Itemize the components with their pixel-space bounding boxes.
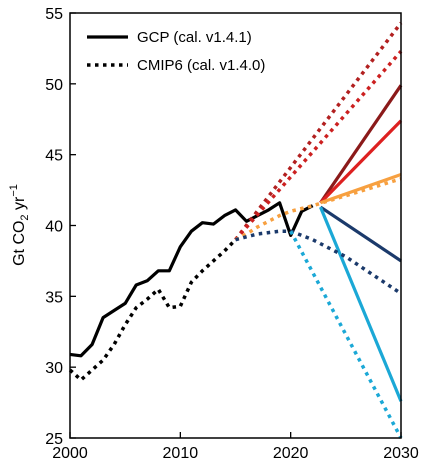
y-axis-label: Gt CO2 yr−1 (8, 184, 31, 266)
x-tick-label: 2030 (383, 445, 419, 462)
x-tick-label: 2020 (273, 445, 309, 462)
series-line-2 (319, 84, 403, 204)
y-tick-label: 55 (45, 6, 63, 23)
y-tick-label: 30 (45, 360, 63, 377)
legend-label-gcp: GCP (cal. v1.4.1) (137, 29, 252, 46)
series-line-8 (234, 50, 403, 241)
y-tick-label: 35 (45, 289, 63, 306)
y-tick-label: 25 (45, 431, 63, 448)
series-line-11 (289, 230, 403, 439)
series-layer (68, 21, 403, 439)
series-line-10 (235, 229, 402, 295)
y-tick-label: 45 (45, 148, 63, 165)
ticks-layer: 2000 2010 2020 2030 25 30 35 40 45 50 55 (45, 6, 419, 462)
y-tick-label: 50 (45, 77, 63, 94)
series-line-0 (69, 201, 314, 358)
legend: GCP (cal. v1.4.1) CMIP6 (cal. v1.4.0) (87, 29, 265, 74)
series-line-6 (319, 206, 403, 402)
x-tick-label: 2000 (52, 445, 88, 462)
y-tick-label: 40 (45, 219, 63, 236)
series-line-9 (234, 177, 402, 242)
legend-label-cmip6: CMIP6 (cal. v1.4.0) (137, 57, 265, 74)
series-line-1 (68, 238, 237, 382)
series-line-5 (319, 205, 402, 263)
x-tick-label: 2010 (163, 445, 199, 462)
series-line-7 (234, 21, 403, 241)
series-line-3 (319, 119, 403, 204)
axes-frame (69, 12, 402, 439)
